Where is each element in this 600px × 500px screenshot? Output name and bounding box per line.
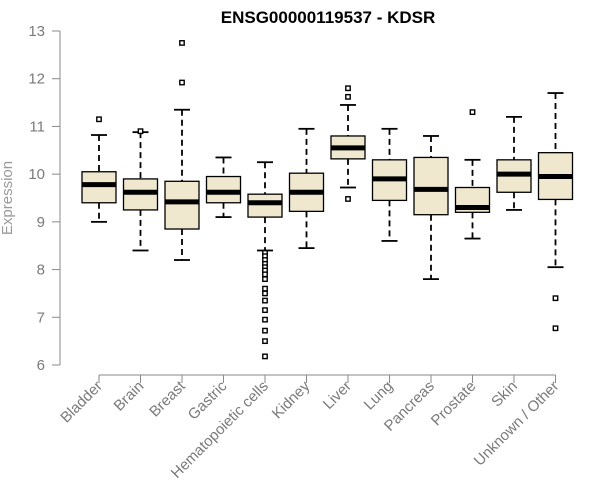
y-axis: 6 7 8 9 10 11 12 13 [28, 23, 61, 374]
x-tick-label: Skin [488, 378, 521, 411]
box-group [496, 115, 532, 211]
box-group [164, 40, 200, 261]
outlier-point [179, 79, 185, 86]
x-tick-label: Prostate [428, 378, 480, 430]
outlier-point [262, 338, 268, 345]
outlier-point [262, 271, 268, 278]
outlier-point [345, 93, 351, 100]
box-group [81, 116, 117, 223]
box-iqr [247, 193, 283, 218]
box-group [247, 161, 283, 360]
x-tick-label: Breast [146, 377, 189, 420]
y-tick-label: 10 [28, 166, 45, 183]
outlier-point [262, 307, 268, 314]
x-tick-label: Lung [361, 378, 397, 414]
y-tick-label: 12 [28, 71, 45, 88]
box-group [288, 127, 325, 250]
outlier-point [345, 196, 351, 202]
box-group [371, 127, 408, 242]
outlier-point [262, 316, 268, 323]
outlier-point [179, 40, 185, 46]
box-iqr [81, 171, 117, 204]
plot-area [81, 40, 574, 360]
y-axis-label: Expression [0, 161, 16, 235]
x-tick-label: Bladder [57, 378, 106, 427]
box-iqr [164, 180, 200, 230]
box-group [330, 85, 366, 202]
outlier-point [552, 325, 559, 332]
x-tick-label: Kidney [269, 377, 314, 422]
box-group [122, 128, 159, 252]
x-tick-label: Liver [320, 378, 355, 413]
box-group [205, 156, 242, 218]
box-group [413, 135, 449, 281]
y-tick-label: 6 [37, 357, 45, 374]
y-tick-label: 9 [37, 214, 45, 231]
outlier-point [262, 353, 268, 360]
outlier-point [262, 297, 268, 304]
chart-title: ENSG00000119537 - KDSR [221, 8, 436, 27]
box-iqr [413, 156, 449, 216]
outlier-point [96, 116, 102, 123]
x-tick-label: Brain [111, 378, 148, 415]
box-group [454, 109, 491, 240]
box-iqr [205, 175, 242, 204]
outlier-point [552, 295, 559, 302]
outlier-point [137, 128, 144, 135]
y-tick-label: 7 [37, 309, 45, 326]
outlier-point [262, 276, 268, 283]
y-tick-label: 8 [37, 262, 45, 279]
outlier-point [469, 109, 476, 116]
outlier-point [262, 285, 268, 292]
outlier-point [262, 327, 268, 334]
y-tick-label: 11 [29, 118, 45, 135]
box-group [537, 92, 574, 332]
outlier-point [262, 290, 268, 297]
outlier-point [345, 85, 351, 92]
y-tick-label: 13 [28, 23, 45, 40]
